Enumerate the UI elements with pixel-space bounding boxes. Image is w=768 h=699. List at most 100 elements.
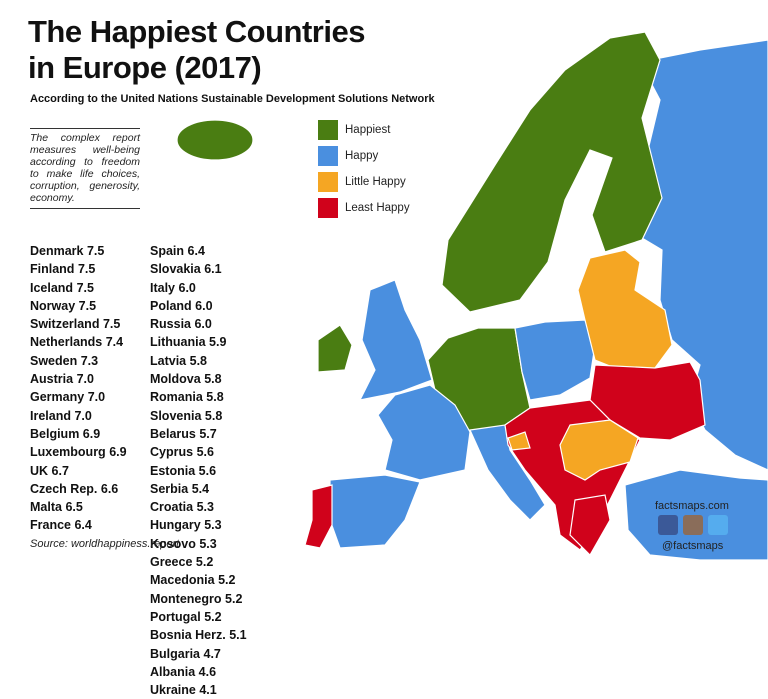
region-scandinavia <box>441 31 663 313</box>
subtitle: According to the United Nations Sustaina… <box>30 93 435 105</box>
ranking-row: Romania 5.8 <box>150 388 247 406</box>
country-score: 7.5 <box>102 317 121 332</box>
country-name: Moldova <box>150 372 201 387</box>
country-score: 6.6 <box>100 481 119 496</box>
facebook-icon[interactable] <box>658 515 678 535</box>
ranking-row: Lithuania 5.9 <box>150 333 247 351</box>
legend-label: Happiest <box>345 124 391 136</box>
title: The Happiest Countries in Europe (2017) <box>28 14 365 86</box>
country-name: Ukraine <box>150 683 196 698</box>
country-name: Albania <box>150 664 196 679</box>
ranking-row: Macedonia 5.2 <box>150 571 247 589</box>
country-score: 5.2 <box>218 573 236 588</box>
region-east-orange <box>577 249 673 373</box>
region-orange-south <box>559 419 639 481</box>
instagram-icon[interactable] <box>683 515 703 535</box>
country-name: Romania <box>150 390 203 405</box>
country-score: 5.8 <box>206 390 224 405</box>
legend-item: Happy <box>318 146 378 166</box>
country-score: 6.1 <box>204 262 222 277</box>
ranking-row: Greece 5.2 <box>150 553 247 571</box>
ranking-row: Netherlands 7.4 <box>30 333 127 351</box>
page: {"header": {"title_line1": "The Happiest… <box>28 14 768 698</box>
country-score: 6.0 <box>194 317 212 332</box>
country-name: Spain <box>150 244 185 258</box>
ranking-row: Belarus 5.7 <box>150 425 247 443</box>
country-name: Estonia <box>150 463 196 478</box>
country-score: 5.3 <box>199 536 217 551</box>
ranking-row: Malta 6.5 <box>30 498 127 516</box>
country-name: Russia <box>150 317 191 332</box>
ranking-row: Iceland 7.5 <box>30 279 127 297</box>
country-name: Cyprus <box>150 445 194 460</box>
country-name: France <box>30 518 71 533</box>
country-name: Serbia <box>150 481 189 496</box>
country-name: Greece <box>150 555 193 570</box>
map <box>176 31 768 561</box>
legend-item: Little Happy <box>318 172 406 192</box>
legend-item: Happiest <box>318 120 390 140</box>
country-name: Poland <box>150 298 192 313</box>
country-score: 6.0 <box>178 280 196 295</box>
legend-swatch <box>318 198 338 218</box>
ranking-row: Austria 7.0 <box>30 370 127 388</box>
country-score: 5.9 <box>209 335 227 350</box>
handle: @factsmaps <box>662 540 724 552</box>
country-name: Montenegro <box>150 591 222 606</box>
legend-label: Least Happy <box>345 202 410 214</box>
ranking-row: Montenegro 5.2 <box>150 590 247 608</box>
region-ireland <box>317 324 353 373</box>
country-name: Austria <box>30 372 74 387</box>
country-name: Malta <box>30 500 62 515</box>
country-name: Luxembourg <box>30 445 106 460</box>
country-score: 6.9 <box>109 445 127 460</box>
country-name: Netherlands <box>30 335 103 350</box>
ranking-row: Portugal 5.2 <box>150 608 247 626</box>
legend-swatch <box>318 172 338 192</box>
country-score: 6.5 <box>65 500 83 515</box>
twitter-icon[interactable] <box>708 515 728 535</box>
ranking-row: France 6.4 <box>30 516 127 534</box>
ranking-row: Spain 6.4 <box>150 242 247 260</box>
ranking-row: UK 6.7 <box>30 462 127 480</box>
ranking-row: Albania 4.6 <box>150 663 247 681</box>
country-name: Denmark <box>30 244 84 258</box>
ranking-row: Slovenia 5.8 <box>150 407 247 425</box>
title-line: in Europe (2017) <box>28 50 262 85</box>
country-score: 5.8 <box>189 353 208 368</box>
country-name: Portugal <box>150 609 201 624</box>
ranking-row: Poland 6.0 <box>150 297 247 315</box>
country-score: 6.4 <box>74 518 92 533</box>
country-name: Ireland <box>30 408 71 423</box>
region-portugal <box>304 484 333 549</box>
region-uk <box>358 279 433 401</box>
country-score: 5.6 <box>196 445 214 460</box>
country-score: 5.3 <box>196 500 214 515</box>
country-name: Macedonia <box>150 573 215 588</box>
country-name: Switzerland <box>30 317 100 332</box>
country-score: 5.4 <box>191 481 210 496</box>
country-score: 5.8 <box>204 408 223 423</box>
country-score: 7.5 <box>77 262 96 277</box>
country-name: Norway <box>30 298 76 313</box>
country-score: 5.2 <box>195 555 214 570</box>
country-score: 4.6 <box>198 664 217 679</box>
country-score: 4.7 <box>203 646 221 661</box>
country-name: Belarus <box>150 426 196 441</box>
country-score: 7.4 <box>105 335 124 350</box>
country-name: Sweden <box>30 353 78 368</box>
country-name: Italy <box>150 280 176 295</box>
country-name: Bulgaria <box>150 646 201 661</box>
ranking-row: Sweden 7.3 <box>30 352 127 370</box>
region-spain <box>329 474 421 549</box>
ranking-row: Russia 6.0 <box>150 315 247 333</box>
source: Source: worldhappiness.report <box>30 538 180 550</box>
site: factsmaps.com <box>655 500 729 512</box>
country-score: 7.5 <box>76 280 94 295</box>
ranking-list: Denmark 7.5 Finland 7.5 Iceland 7.5 Norway … <box>30 242 127 535</box>
ranking-row: Finland 7.5 <box>30 260 127 278</box>
ranking-row: Switzerland 7.5 <box>30 315 127 333</box>
ranking-row: Moldova 5.8 <box>150 370 247 388</box>
country-score: 7.0 <box>74 408 92 423</box>
country-name: Slovenia <box>150 408 202 423</box>
